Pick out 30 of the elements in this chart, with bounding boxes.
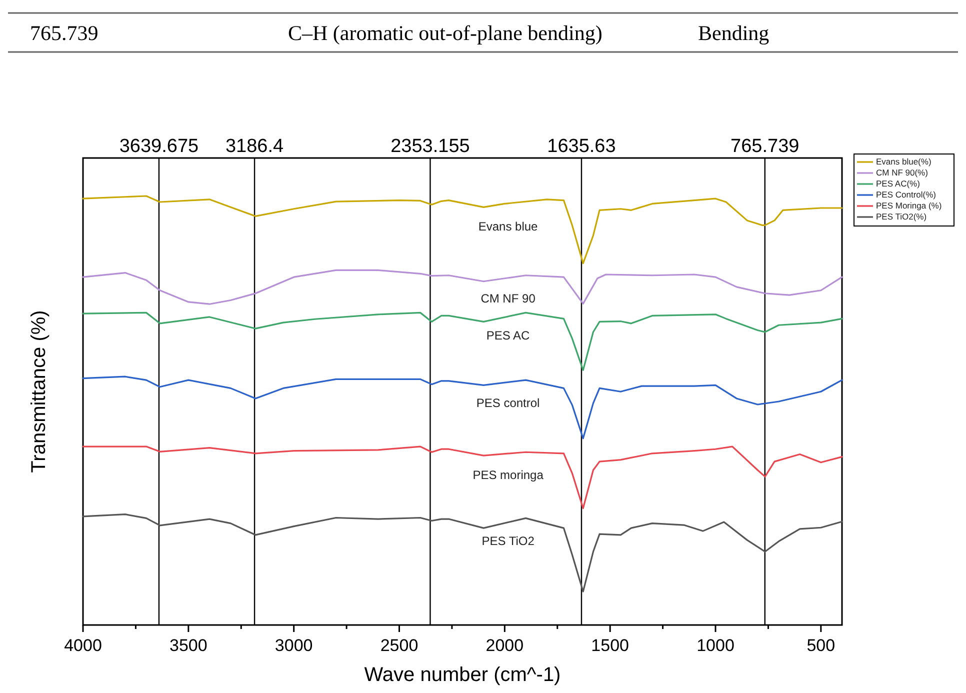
x-axis-title: Wave number (cm^-1) xyxy=(364,664,561,686)
annotation: PES control xyxy=(476,396,540,410)
x-tick-label: 1000 xyxy=(696,636,734,655)
x-tick-label: 2000 xyxy=(486,636,524,655)
legend-label: PES Control(%) xyxy=(876,189,936,200)
annotation: CM NF 90 xyxy=(480,292,536,306)
x-tick-label: 2500 xyxy=(380,636,418,655)
legend-label: PES TiO2(%) xyxy=(876,211,927,222)
legend-label: CM NF 90(%) xyxy=(876,167,928,178)
x-tick-label: 500 xyxy=(806,636,836,655)
annotation: PES moringa xyxy=(472,468,544,482)
ref-line-label: 1635.63 xyxy=(547,136,616,157)
annotation: PES AC xyxy=(486,328,530,343)
annotation: PES TiO2 xyxy=(482,534,535,548)
text: Bending xyxy=(698,21,770,45)
annotation: Evans blue xyxy=(478,220,538,234)
legend-label: PES Moringa (%) xyxy=(876,200,942,210)
x-tick-label: 4000 xyxy=(64,636,102,655)
ref-line-label: 3639.675 xyxy=(119,136,199,157)
x-tick-label: 3500 xyxy=(170,636,208,655)
x-tick-label: 3000 xyxy=(274,636,313,655)
legend-label: Evans blue(%) xyxy=(876,156,932,166)
text: C–H (aromatic out-of-plane bending) xyxy=(288,21,602,45)
x-tick-label: 1500 xyxy=(591,636,629,655)
ref-line-label: 3186.4 xyxy=(225,136,284,157)
legend-label: PES AC(%) xyxy=(876,178,920,188)
ref-line-label: 765.739 xyxy=(730,136,800,157)
text: 765.739 xyxy=(30,21,98,45)
y-axis-title: Transmittance (%) xyxy=(28,310,50,473)
ref-line-label: 2353.155 xyxy=(390,136,470,157)
